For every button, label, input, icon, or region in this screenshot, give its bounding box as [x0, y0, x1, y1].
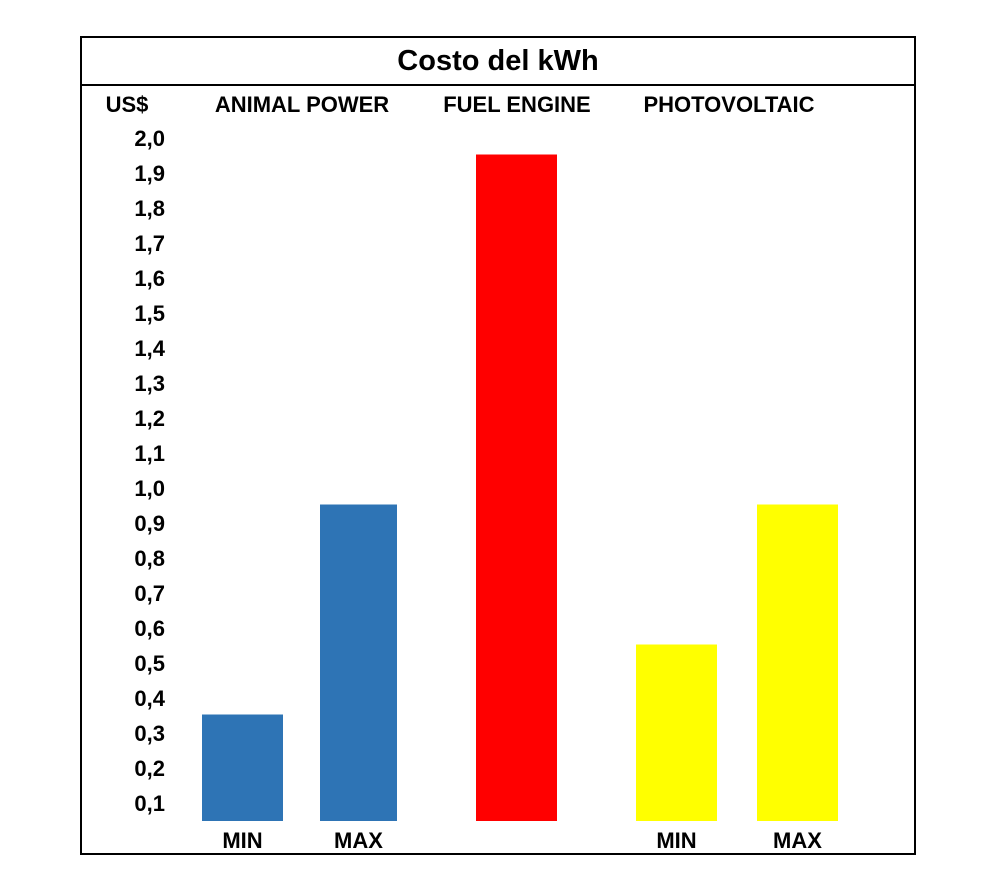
y-tick-label: 0,6 — [134, 616, 165, 641]
bar-label: MAX — [773, 828, 822, 853]
y-tick-label: 1,8 — [134, 196, 165, 221]
y-tick-label: 0,3 — [134, 721, 165, 746]
bar — [636, 644, 717, 821]
y-tick-label: 1,7 — [134, 231, 165, 256]
bar — [757, 504, 838, 821]
y-tick-label: 0,5 — [134, 651, 165, 676]
bar-label: MIN — [222, 828, 262, 853]
chart-frame: Costo del kWh — [80, 36, 916, 855]
y-tick-label: 0,1 — [134, 791, 165, 816]
y-tick-label: 1,4 — [134, 336, 165, 361]
bar-label: MAX — [334, 828, 383, 853]
bar-label: MIN — [656, 828, 696, 853]
bar — [202, 714, 283, 821]
y-tick-label: 0,8 — [134, 546, 165, 571]
bar — [476, 154, 557, 821]
y-axis-label: US$ — [106, 92, 149, 117]
y-tick-label: 2,0 — [134, 126, 165, 151]
y-tick-label: 0,7 — [134, 581, 165, 606]
y-tick-label: 1,9 — [134, 161, 165, 186]
y-tick-label: 1,1 — [134, 441, 165, 466]
y-tick-label: 0,4 — [134, 686, 165, 711]
bar — [320, 504, 397, 821]
y-tick-label: 1,6 — [134, 266, 165, 291]
group-label: ANIMAL POWER — [215, 92, 389, 117]
y-tick-label: 1,5 — [134, 301, 165, 326]
chart-title: Costo del kWh — [82, 38, 914, 86]
y-tick-label: 0,2 — [134, 756, 165, 781]
y-tick-label: 0,9 — [134, 511, 165, 536]
group-label: PHOTOVOLTAIC — [643, 92, 814, 117]
y-tick-label: 1,0 — [134, 476, 165, 501]
group-label: FUEL ENGINE — [443, 92, 591, 117]
y-tick-label: 1,3 — [134, 371, 165, 396]
y-tick-label: 1,2 — [134, 406, 165, 431]
